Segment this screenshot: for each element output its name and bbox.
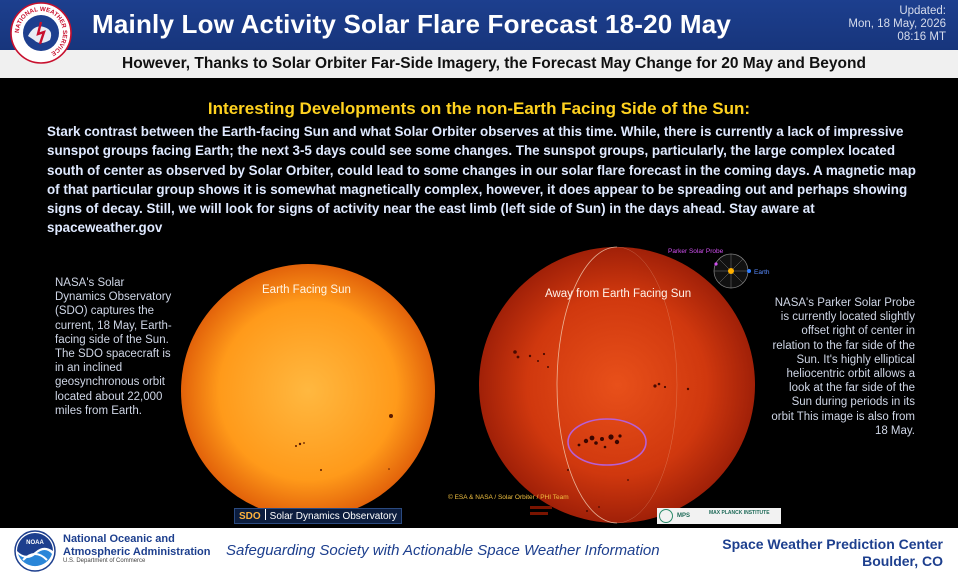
solar-orbiter-credit: © ESA & NASA / Solar Orbiter / PHI Team (448, 494, 569, 501)
noaa-department: U.S. Department of Commerce (63, 558, 146, 564)
sunspots (295, 414, 393, 471)
noaa-name-line1: National Oceanic and (63, 533, 175, 545)
updated-label: Updated: (899, 5, 946, 17)
footer-slogan: Safeguarding Society with Actionable Spa… (226, 542, 660, 559)
swpc-name-line1: Space Weather Prediction Center (722, 536, 943, 552)
nws-logo: NATIONAL WEATHER SERVICE (10, 2, 72, 64)
orbit-position-diagram: Parker Solar Probe Earth (668, 248, 770, 289)
sun-icon (728, 268, 734, 274)
swpc-location: Boulder, CO (862, 553, 943, 569)
sdo-badge-long: Solar Dynamics Observatory (269, 511, 397, 522)
orbit-parker-label: Parker Solar Probe (668, 248, 724, 255)
earth-facing-sun-label: Earth Facing Sun (262, 284, 351, 296)
earth-facing-sun-image (181, 264, 435, 518)
page-subtitle: However, Thanks to Solar Orbiter Far-Sid… (122, 55, 866, 72)
swpc-name: Space Weather Prediction Center Boulder,… (722, 536, 943, 570)
noaa-logo-text: NOAA (26, 540, 44, 546)
far-side-sun-label: Away from Earth Facing Sun (545, 288, 692, 300)
mps-badge: MPS MAX PLANCK INSTITUTE (657, 508, 781, 524)
parker-position-icon (714, 262, 718, 266)
orbit-earth-label: Earth (754, 269, 770, 276)
mps-short: MPS (677, 513, 691, 519)
earth-position-icon (747, 269, 751, 273)
updated-time: 08:16 MT (897, 31, 946, 43)
header-bar: Mainly Low Activity Solar Flare Forecast… (0, 0, 958, 50)
parker-caption: NASA's Parker Solar Probe is currently l… (771, 297, 915, 437)
noaa-name: National Oceanic and Atmospheric Adminis… (63, 533, 211, 558)
main-panel: Interesting Developments on the non-Eart… (0, 78, 958, 528)
far-side-sun-image (479, 246, 755, 524)
far-side-sunspots (513, 350, 690, 512)
mps-name: MAX PLANCK INSTITUTE (709, 510, 770, 516)
section-headline: Interesting Developments on the non-Eart… (207, 99, 751, 118)
updated-date: Mon, 18 May, 2026 (848, 18, 946, 30)
active-region-highlight (567, 418, 647, 466)
sdo-badge: SDO Solar Dynamics Observatory (234, 508, 402, 524)
sdo-badge-short: SDO (239, 511, 261, 522)
noaa-logo: NOAA (14, 530, 56, 572)
subheader-bar: However, Thanks to Solar Orbiter Far-Sid… (0, 50, 958, 78)
mps-logo-icon (659, 509, 673, 523)
noaa-name-line2: Atmospheric Administration (63, 545, 211, 558)
forecast-paragraph: Stark contrast between the Earth-facing … (47, 124, 916, 236)
page-title: Mainly Low Activity Solar Flare Forecast… (92, 9, 732, 39)
active-region-sunspots (577, 434, 622, 449)
footer-bar: NOAA National Oceanic and Atmospheric Ad… (0, 528, 958, 573)
updated-timestamp: Updated: Mon, 18 May, 2026 08:16 MT (848, 5, 946, 44)
sdo-caption: NASA's Solar Dynamics Observatory (SDO) … (55, 277, 172, 417)
